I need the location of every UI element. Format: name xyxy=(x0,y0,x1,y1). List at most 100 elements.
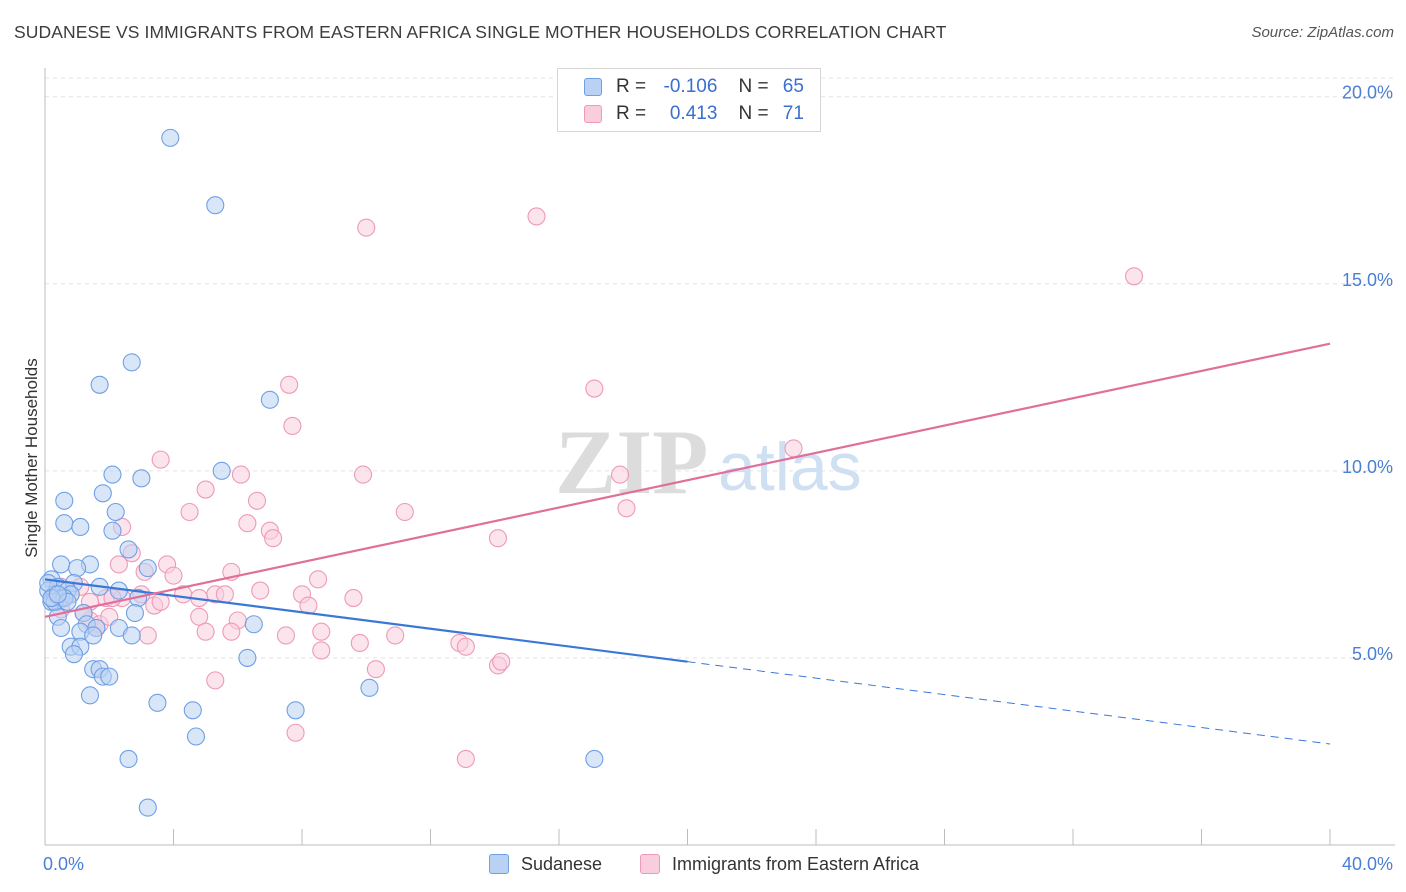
scatter-point-eastern-africa xyxy=(784,439,803,458)
scatter-point-eastern-africa xyxy=(366,660,385,679)
axes xyxy=(44,68,1395,846)
x-tick-label: 40.0% xyxy=(1342,854,1393,874)
legend-n-label: N = xyxy=(738,103,769,124)
scatter-point-eastern-africa xyxy=(456,749,475,768)
x-tick-label: 0.0% xyxy=(43,854,84,874)
y-tick-label: 5.0% xyxy=(1352,644,1393,664)
watermark-zip: ZIP xyxy=(555,411,708,513)
scatter-point-sudanese xyxy=(93,484,112,503)
legend-r-value-eastern-africa: 0.413 xyxy=(669,103,718,124)
scatter-point-eastern-africa xyxy=(344,589,363,608)
scatter-point-eastern-africa xyxy=(247,491,267,510)
scatter-point-sudanese xyxy=(122,626,141,645)
scatter-point-eastern-africa xyxy=(215,585,234,604)
y-axis-label: Single Mother Households xyxy=(22,358,41,557)
scatter-point-sudanese xyxy=(68,559,87,578)
scatter-point-sudanese xyxy=(64,645,83,664)
bottom-legend-eastern-africa: Immigrants from Eastern Africa xyxy=(640,852,919,876)
scatter-point-eastern-africa xyxy=(286,723,305,742)
y-tick-label: 10.0% xyxy=(1342,457,1393,477)
legend-r-label: R = xyxy=(616,103,647,124)
legend-row-sudanese: R = -0.106 N = 65 xyxy=(584,75,804,99)
chart-source: Source: ZipAtlas.com xyxy=(1251,24,1394,41)
scatter-point-eastern-africa xyxy=(312,622,331,641)
scatter-point-sudanese xyxy=(103,521,122,540)
data-points xyxy=(39,128,1144,817)
scatter-point-eastern-africa xyxy=(196,622,215,641)
legend-n-value-eastern-africa: 71 xyxy=(782,103,804,124)
scatter-point-eastern-africa xyxy=(190,607,209,626)
scatter-point-sudanese xyxy=(100,667,119,686)
scatter-point-sudanese xyxy=(286,701,305,720)
scatter-point-sudanese xyxy=(106,502,125,522)
scatter-point-eastern-africa xyxy=(617,499,636,518)
scatter-point-eastern-africa xyxy=(222,622,241,641)
bottom-legend-label-sudanese: Sudanese xyxy=(521,853,603,874)
scatter-point-sudanese xyxy=(138,798,157,817)
scatter-point-sudanese xyxy=(238,648,257,667)
scatter-point-sudanese xyxy=(119,540,138,559)
scatter-point-sudanese xyxy=(360,678,379,697)
scatter-point-eastern-africa xyxy=(585,379,604,398)
y-tick-label: 15.0% xyxy=(1342,270,1393,290)
scatter-point-eastern-africa xyxy=(527,207,546,226)
scatter-point-eastern-africa xyxy=(456,637,475,656)
scatter-point-sudanese xyxy=(585,749,604,768)
scatter-point-eastern-africa xyxy=(353,465,373,484)
trend-line-sudanese-extension xyxy=(687,661,1331,745)
scatter-point-sudanese xyxy=(125,603,144,623)
legend-n-label: N = xyxy=(738,76,769,97)
scatter-point-eastern-africa xyxy=(276,626,295,645)
scatter-point-eastern-africa xyxy=(1124,267,1144,286)
scatter-point-eastern-africa xyxy=(312,641,331,660)
scatter-point-sudanese xyxy=(138,559,157,578)
scatter-point-sudanese xyxy=(55,514,74,533)
stats-legend: R = -0.106 N = 65 R = 0.413 N = 71 xyxy=(557,68,821,132)
scatter-point-eastern-africa xyxy=(251,581,270,600)
scatter-point-eastern-africa xyxy=(492,652,511,671)
scatter-point-sudanese xyxy=(212,461,231,480)
scatter-point-sudanese xyxy=(90,375,109,394)
tick-labels: 5.0% 10.0% 15.0% 20.0% 0.0% 40.0% xyxy=(43,83,1393,874)
scatter-point-eastern-africa xyxy=(283,416,302,436)
scatter-point-eastern-africa xyxy=(395,502,414,522)
scatter-point-sudanese xyxy=(183,701,202,720)
scatter-point-sudanese xyxy=(161,128,180,147)
scatter-point-sudanese xyxy=(119,749,138,768)
gridlines xyxy=(45,77,1395,659)
bottom-legend-swatch-sudanese xyxy=(489,854,509,874)
scatter-point-sudanese xyxy=(148,693,167,712)
scatter-point-sudanese xyxy=(206,196,225,215)
scatter-point-eastern-africa xyxy=(238,514,257,533)
legend-swatch-sudanese xyxy=(584,78,602,96)
scatter-point-sudanese xyxy=(260,390,279,409)
scatter-point-eastern-africa xyxy=(264,529,283,548)
scatter-point-sudanese xyxy=(132,469,151,488)
scatter-point-eastern-africa xyxy=(206,671,225,690)
scatter-point-eastern-africa xyxy=(488,529,508,548)
bottom-legend-label-eastern-africa: Immigrants from Eastern Africa xyxy=(672,853,920,874)
legend-row-eastern-africa: R = 0.413 N = 71 xyxy=(584,102,804,126)
legend-r-label: R = xyxy=(616,76,647,97)
scatter-point-sudanese xyxy=(84,626,103,645)
scatter-point-eastern-africa xyxy=(109,555,128,574)
scatter-point-eastern-africa xyxy=(357,218,376,237)
scatter-point-sudanese xyxy=(122,353,141,372)
scatter-point-eastern-africa xyxy=(610,465,630,484)
scatter-point-eastern-africa xyxy=(151,450,170,469)
scatter-point-eastern-africa xyxy=(138,626,157,645)
legend-r-value-sudanese: -0.106 xyxy=(663,76,718,97)
chart-title: SUDANESE VS IMMIGRANTS FROM EASTERN AFRI… xyxy=(14,22,947,42)
scatter-point-sudanese xyxy=(71,517,90,537)
scatter-point-eastern-africa xyxy=(309,570,328,589)
bottom-legend-sudanese: Sudanese xyxy=(489,852,602,876)
trend-line-eastern-africa xyxy=(44,342,1331,618)
y-tick-label: 20.0% xyxy=(1342,83,1393,103)
legend-n-value-sudanese: 65 xyxy=(782,76,804,97)
scatter-point-sudanese xyxy=(55,491,74,510)
scatter-point-eastern-africa xyxy=(180,502,199,522)
scatter-point-eastern-africa xyxy=(164,566,183,585)
scatter-point-sudanese xyxy=(80,686,100,705)
scatter-point-sudanese xyxy=(52,618,71,638)
